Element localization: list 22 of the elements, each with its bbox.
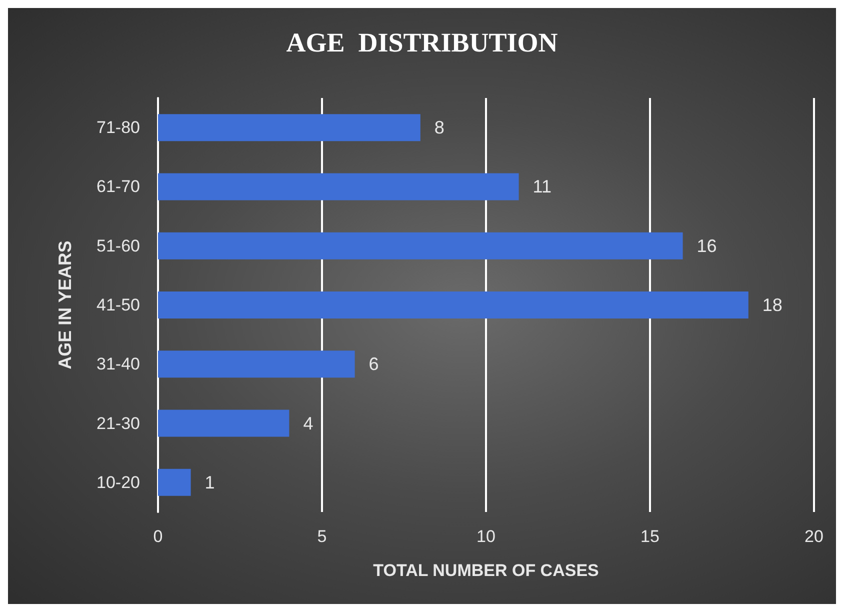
y-tick-label: 31-40 [96, 354, 140, 374]
y-tick-label: 71-80 [96, 118, 140, 138]
data-label: 6 [368, 354, 379, 374]
y-tick-label: 41-50 [96, 296, 140, 314]
y-tick-label: 51-60 [96, 236, 140, 256]
x-tick-label: 0 [153, 527, 163, 546]
data-label: 4 [303, 413, 314, 434]
y-tick-label: 10-20 [96, 472, 140, 492]
data-label: 11 [532, 176, 552, 197]
y-tick-label: 21-30 [96, 414, 140, 433]
data-label: 18 [762, 295, 782, 315]
x-tick-label: 5 [317, 527, 327, 546]
data-label: 1 [204, 472, 215, 492]
y-tick-label: 61-70 [96, 177, 140, 196]
y-axis-title: AGE IN YEARS [55, 240, 75, 370]
data-label: 16 [696, 236, 717, 256]
data-label: 8 [434, 118, 444, 138]
x-tick-label: 15 [640, 527, 660, 546]
chart-title: AGE DISTRIBUTION [286, 28, 558, 58]
x-axis-title: TOTAL NUMBER OF CASES [373, 561, 599, 580]
x-tick-label: 10 [476, 527, 496, 546]
x-tick-label: 20 [804, 527, 824, 546]
